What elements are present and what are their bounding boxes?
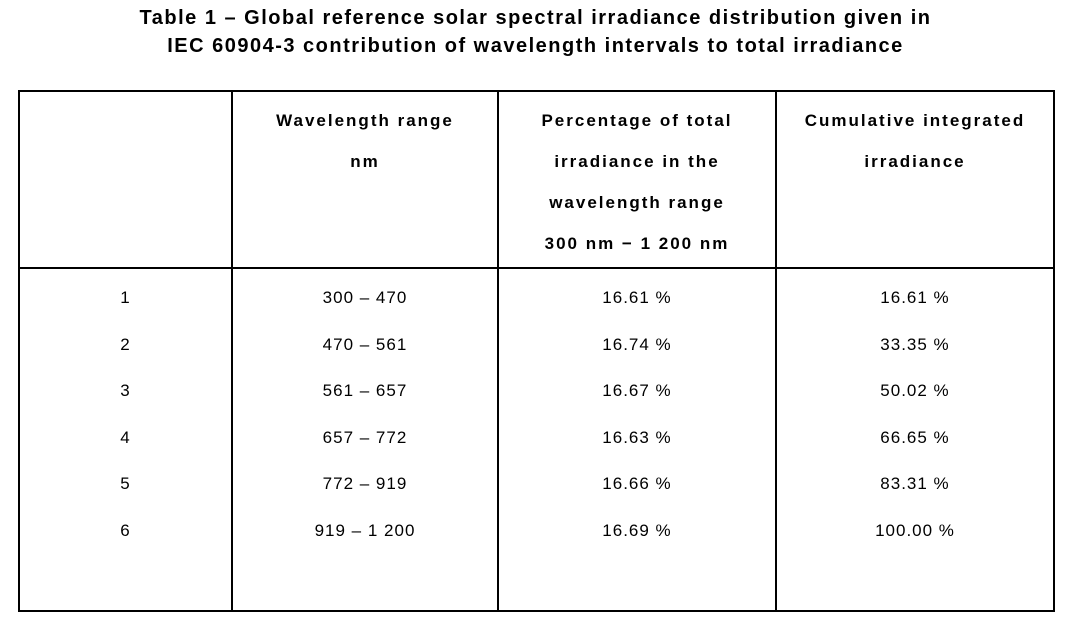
percentage-value: 16.74 % [602,334,672,354]
header-percentage-line-1: Percentage of total [541,111,733,130]
percentage-value: 16.61 % [602,288,672,307]
percentage-value: 16.69 % [602,520,672,540]
header-cumulative-line-2: irradiance [864,152,966,171]
header-percentage-line-2: irradiance in the [554,152,720,171]
table-caption-line-1: Table 1 – Global reference solar spectra… [139,7,932,29]
header-percentage-line-3: wavelength range [549,193,725,212]
cumulative-value: 50.02 % [880,381,950,400]
cumulative-value: 16.61 % [880,288,950,307]
percentage-value: 16.63 % [602,427,672,447]
irradiance-table: Wavelength range nm Percentage of total … [18,90,1055,612]
cumulative-value: 100.00 % [875,520,955,540]
header-wavelength-range: Wavelength range nm [233,92,499,269]
percentage-value: 16.66 % [602,474,672,493]
header-percentage-line-4: 300 nm − 1 200 nm [544,234,730,253]
cumulative-value: 83.31 % [880,474,950,493]
row-index: 2 [120,334,131,354]
row-index: 6 [120,520,131,540]
cumulative-value: 66.65 % [880,427,950,447]
percentage-value: 16.67 % [602,381,672,400]
cumulative-value: 33.35 % [880,334,950,354]
row-index: 1 [120,288,131,307]
header-percentage: Percentage of total irradiance in the wa… [499,92,777,269]
header-cumulative-line-1: Cumulative integrated [804,111,1026,130]
table-caption-line-2: IEC 60904-3 contribution of wavelength i… [167,35,904,57]
column-wavelength-range: 300 – 470 470 – 561 561 – 657 657 – 772 … [233,269,499,610]
column-row-index: 1 2 3 4 5 6 [20,269,233,610]
header-corner-cell [20,92,233,269]
row-index: 5 [120,474,131,493]
column-percentage: 16.61 % 16.74 % 16.67 % 16.63 % 16.66 % … [499,269,777,610]
header-wavelength-range-line-1: Wavelength range [276,111,454,130]
header-cumulative: Cumulative integrated irradiance [777,92,1053,269]
wavelength-range-value: 561 – 657 [322,381,408,400]
table-caption: Table 1 – Global reference solar spectra… [0,4,1071,60]
row-index: 4 [120,427,131,447]
wavelength-range-value: 772 – 919 [322,474,408,493]
wavelength-range-value: 657 – 772 [322,427,408,447]
column-cumulative: 16.61 % 33.35 % 50.02 % 66.65 % 83.31 % … [777,269,1053,610]
wavelength-range-value: 470 – 561 [322,334,408,354]
wavelength-range-value: 919 – 1 200 [314,520,416,540]
row-index: 3 [120,381,131,400]
header-wavelength-range-unit: nm [350,152,380,171]
wavelength-range-value: 300 – 470 [322,288,408,307]
